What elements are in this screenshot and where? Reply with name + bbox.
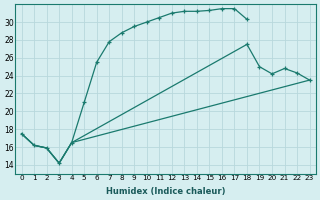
X-axis label: Humidex (Indice chaleur): Humidex (Indice chaleur) [106,187,225,196]
